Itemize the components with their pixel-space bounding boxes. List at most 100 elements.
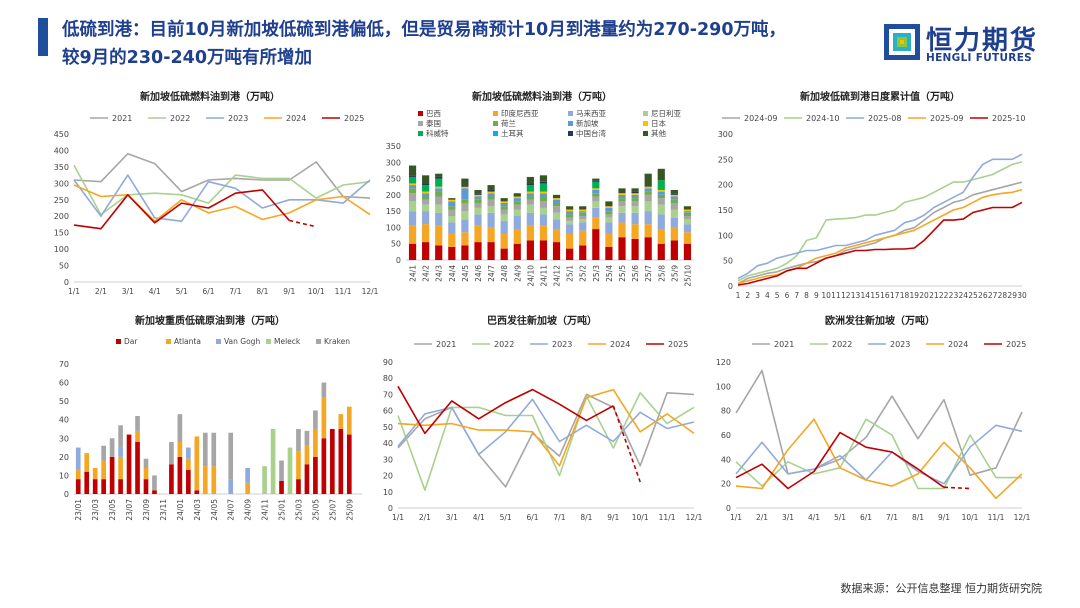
bar-segment (683, 232, 692, 244)
bar-segment (487, 212, 495, 228)
bar-segment (500, 214, 508, 221)
y-tick-label: 100 (716, 382, 731, 391)
legend-label: 2025 (668, 340, 688, 349)
bar-segment (579, 230, 587, 246)
bar-segment (657, 189, 665, 192)
bar-segment (296, 429, 301, 452)
bar-segment (526, 240, 534, 260)
bar-segment (461, 188, 469, 200)
chart-title: 新加坡低硫燃料油到港（万吨） (472, 90, 612, 103)
bar-segment (330, 429, 335, 494)
series-line (397, 392, 695, 491)
bar-segment (657, 194, 665, 199)
bar-segment (228, 479, 234, 494)
legend-label: 尼日利亚 (651, 108, 681, 118)
bar-segment (448, 198, 456, 200)
bar-segment (338, 429, 344, 494)
bar-segment (211, 432, 217, 467)
bar-segment (579, 219, 587, 223)
legend-label: Meleck (274, 337, 301, 346)
chart-lsfo-arrivals-yearly: 新加坡低硫燃料油到港（万吨） 0 50 100 150 200 250 300 350 400 45… (54, 90, 379, 296)
x-tick-label: 25/01 (278, 499, 287, 521)
bar-segment (422, 175, 430, 184)
bar-segment (461, 232, 469, 246)
x-tick-label: 24/11 (539, 265, 548, 287)
x-tick-label: 29 (1007, 291, 1017, 300)
bar-segment (101, 445, 106, 461)
x-tick-label: 24/6 (474, 265, 483, 282)
series-line (735, 369, 1023, 476)
bar-segment (143, 479, 149, 494)
bar-segment (422, 183, 430, 186)
bar-segment (448, 201, 456, 207)
bar-segment (338, 414, 344, 429)
bar-segment (526, 185, 534, 192)
legend-swatch (643, 111, 648, 116)
series-line (397, 398, 695, 456)
page-title: 低硫到港：目前10月新加坡低硫到港偏低，但是贸易商预计10月到港量约为270-2… (62, 20, 787, 68)
bar-segment (435, 178, 443, 187)
bar-segment (631, 238, 639, 260)
bar-segment (75, 447, 81, 470)
bar-segment (605, 206, 613, 208)
bar-segment (408, 175, 417, 177)
legend-swatch (418, 131, 423, 136)
bar-segment (552, 219, 561, 230)
x-tick-label: 25 (968, 291, 978, 300)
legend-swatch (568, 111, 573, 116)
x-tick-label: 25/3 (592, 265, 601, 282)
bar-segment (435, 212, 443, 226)
bar-segment (245, 468, 250, 483)
bar-segment (422, 211, 430, 225)
bar-segment (487, 196, 495, 200)
bar-segment (683, 206, 692, 210)
y-tick-label: 20 (383, 472, 393, 481)
x-tick-label: 10/1 (962, 513, 979, 522)
bar-segment (605, 233, 613, 247)
chart-europe-to-singapore: 欧洲发往新加坡（万吨） 0 20 40 60 80 100 120 1/1 2/1 3/1 4/1 5/… (716, 314, 1031, 522)
legend-label: 新加坡 (576, 118, 599, 128)
bar-segment (474, 225, 482, 243)
x-tick-label: 10/1 (632, 513, 649, 522)
bar-segment (461, 245, 469, 260)
x-tick-label: 6/1 (527, 513, 539, 522)
bar-segment (287, 447, 293, 494)
chart-brazil-to-singapore: 巴西发往新加坡（万吨） 0 10 20 30 40 50 60 70 80 90 1/1 2/1 3/1 4… (383, 314, 703, 522)
y-tick-label: 60 (59, 379, 69, 388)
y-tick-label: 70 (59, 360, 69, 369)
bar-segment (474, 196, 482, 200)
bar-segment (605, 222, 613, 234)
bar-segment (592, 207, 600, 218)
legend-label: 土耳其 (501, 128, 524, 138)
series-line (735, 424, 1023, 485)
x-tick-label: 2/1 (419, 513, 431, 522)
y-tick-label: 30 (383, 455, 393, 464)
bar-segment (135, 442, 140, 494)
x-tick-label: 1/1 (392, 513, 404, 522)
bar-segment (408, 185, 417, 189)
x-tick-label: 9/1 (938, 513, 950, 522)
bar-segment (592, 201, 600, 208)
bar-segment (592, 217, 600, 230)
x-tick-label: 8/1 (912, 513, 924, 522)
bar-segment (566, 248, 574, 260)
bar-segment (422, 196, 430, 200)
x-tick-label: 24/07 (227, 499, 236, 521)
bar-segment (75, 469, 81, 480)
bar-segment (579, 222, 587, 231)
x-tick-label: 24/9 (513, 265, 522, 282)
bar-segment (539, 193, 548, 197)
bar-segment (670, 199, 678, 203)
bar-segment (644, 191, 652, 195)
legend-label: 荷兰 (501, 118, 516, 128)
bar-segment (487, 193, 495, 197)
y-tick-label: 100 (718, 231, 733, 240)
legend-label: 2024 (610, 340, 630, 349)
bar-segment (539, 181, 548, 184)
legend-label: 中国台湾 (576, 128, 606, 138)
bar-segment (539, 240, 548, 260)
y-tick-label: 400 (54, 146, 69, 155)
legend-label: 泰国 (426, 118, 441, 128)
bar-segment (177, 456, 183, 494)
x-tick-label: 25/5 (618, 265, 627, 282)
